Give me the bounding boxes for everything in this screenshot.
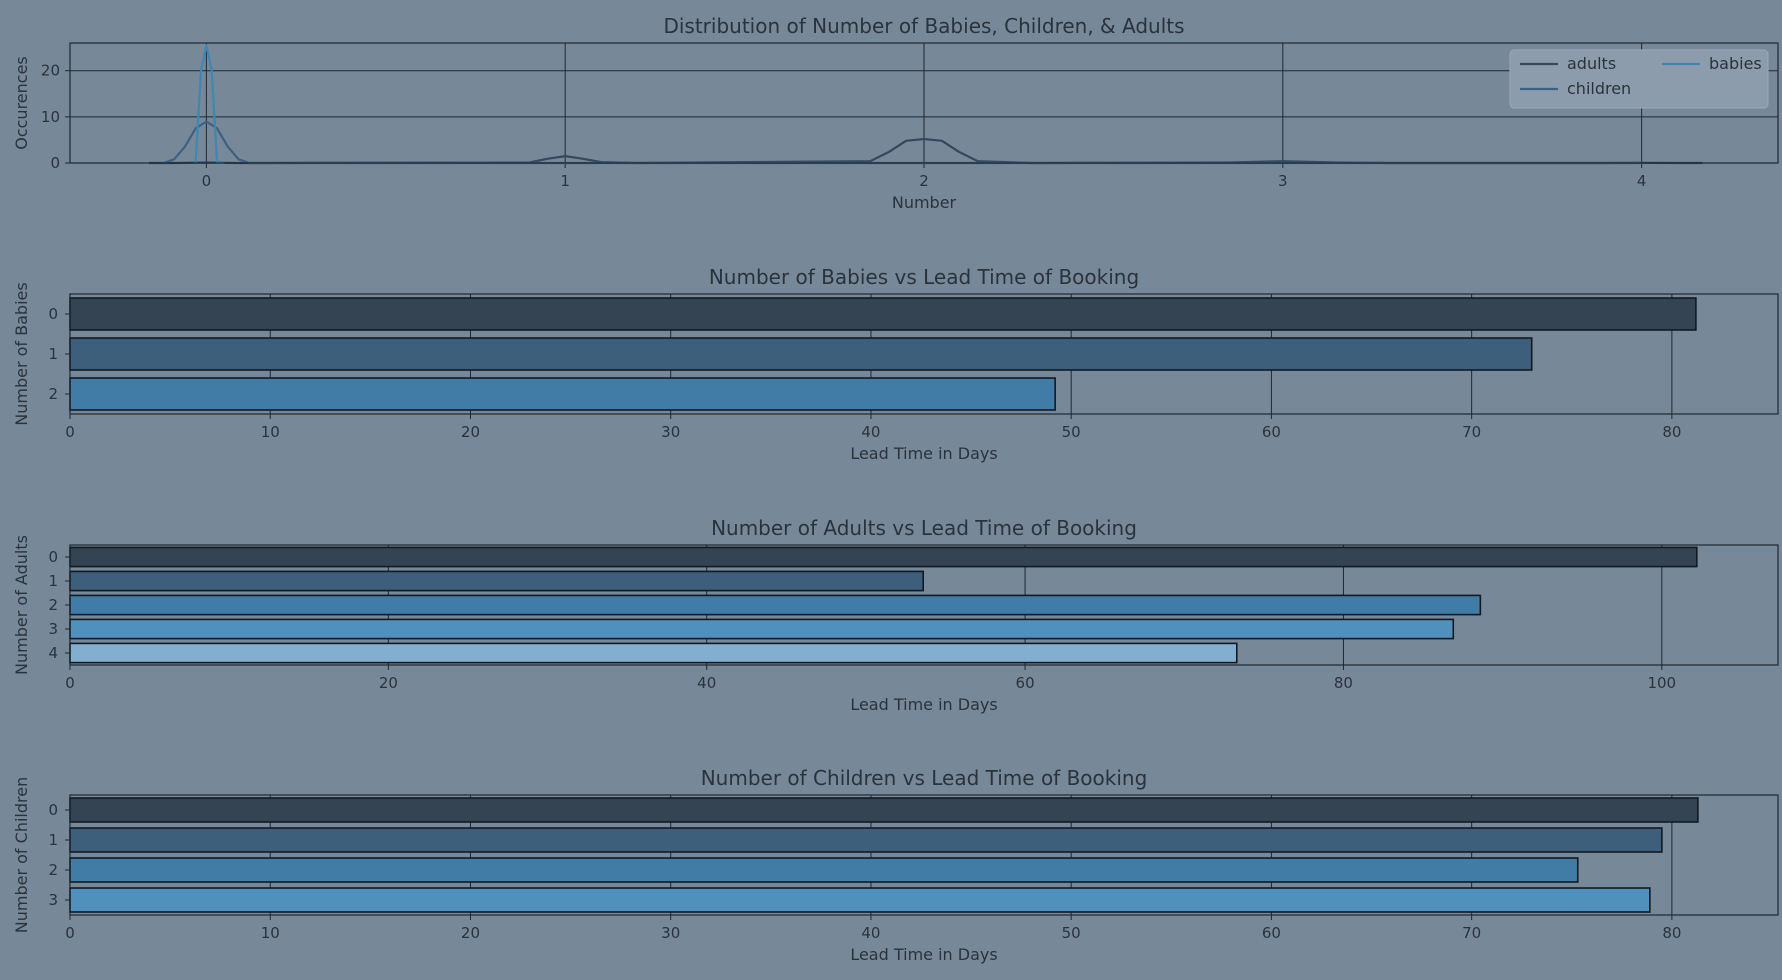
x-tick-label: 80: [1662, 924, 1681, 942]
x-tick-label: 0: [65, 423, 75, 441]
x-axis-label: Lead Time in Days: [850, 945, 997, 964]
y-tick-label: 1: [48, 572, 58, 590]
chart-title: Number of Children vs Lead Time of Booki…: [701, 766, 1148, 790]
y-tick-label: 10: [41, 108, 60, 126]
legend-label-babies: babies: [1709, 54, 1762, 73]
x-tick-label: 40: [861, 423, 880, 441]
y-axis-label: Number of Adults: [12, 535, 31, 675]
x-tick-label: 4: [1637, 172, 1647, 190]
legend-label-adults: adults: [1567, 54, 1616, 73]
x-tick-label: 20: [461, 924, 480, 942]
y-tick-label: 2: [48, 596, 58, 614]
bar-1: [69, 827, 1663, 853]
y-tick-label: 2: [48, 861, 58, 879]
x-tick-label: 100: [1647, 674, 1676, 692]
chart-title: Distribution of Number of Babies, Childr…: [663, 14, 1184, 38]
chart-title: Number of Babies vs Lead Time of Booking: [709, 265, 1139, 289]
y-tick-label: 3: [48, 891, 58, 909]
chart-children: Number of Children vs Lead Time of Booki…: [12, 766, 1779, 964]
x-tick-label: 50: [1062, 924, 1081, 942]
bar-1: [69, 570, 925, 592]
chart-adults: Number of Adults vs Lead Time of Booking…: [12, 516, 1779, 714]
x-tick-label: 0: [65, 924, 75, 942]
x-tick-label: 40: [861, 924, 880, 942]
bar-0: [69, 546, 1698, 568]
x-tick-label: 1: [560, 172, 570, 190]
plot-frame: [69, 544, 1779, 666]
chart-distribution: Distribution of Number of Babies, Childr…: [12, 14, 1779, 212]
y-axis-label: Number of Children: [12, 777, 31, 933]
chart-babies: Number of Babies vs Lead Time of Booking…: [12, 265, 1779, 463]
y-tick-label: 0: [48, 305, 58, 323]
bar-0: [69, 797, 1699, 823]
bar-3: [69, 618, 1455, 640]
legend-box: [1509, 49, 1769, 109]
x-tick-label: 10: [261, 924, 280, 942]
bar-0: [69, 297, 1697, 331]
y-tick-label: 0: [48, 548, 58, 566]
x-tick-label: 30: [661, 423, 680, 441]
y-axis-label: Number of Babies: [12, 282, 31, 425]
y-tick-label: 20: [41, 62, 60, 80]
x-tick-label: 20: [461, 423, 480, 441]
x-tick-label: 60: [1262, 924, 1281, 942]
bar-2: [69, 377, 1056, 411]
x-tick-label: 20: [379, 674, 398, 692]
x-tick-label: 70: [1462, 423, 1481, 441]
y-tick-label: 2: [48, 385, 58, 403]
x-tick-label: 60: [1262, 423, 1281, 441]
bar-1: [69, 337, 1533, 371]
plot-frame: [69, 42, 1779, 164]
x-tick-label: 40: [697, 674, 716, 692]
y-tick-label: 1: [48, 345, 58, 363]
y-tick-label: 3: [48, 620, 58, 638]
legend-label-children: children: [1567, 79, 1631, 98]
x-axis-label: Lead Time in Days: [850, 695, 997, 714]
y-tick-label: 4: [48, 644, 58, 662]
x-tick-label: 2: [919, 172, 929, 190]
bar-2: [69, 857, 1579, 883]
x-axis-label: Number: [892, 193, 957, 212]
legend: adults children babies: [1509, 49, 1769, 109]
x-tick-label: 80: [1334, 674, 1353, 692]
x-tick-label: 0: [65, 674, 75, 692]
x-tick-label: 60: [1016, 674, 1035, 692]
plot-frame: [69, 794, 1779, 916]
x-axis-label: Lead Time in Days: [850, 444, 997, 463]
x-tick-label: 0: [202, 172, 212, 190]
plot-frame: [69, 293, 1779, 415]
y-axis-label: Occurences: [12, 56, 31, 150]
chart-title: Number of Adults vs Lead Time of Booking: [711, 516, 1137, 540]
bar-3: [69, 887, 1651, 913]
x-tick-label: 50: [1062, 423, 1081, 441]
y-tick-label: 1: [48, 831, 58, 849]
x-tick-label: 30: [661, 924, 680, 942]
bar-4: [69, 642, 1238, 664]
x-tick-label: 70: [1462, 924, 1481, 942]
y-tick-label: 0: [50, 154, 60, 172]
x-tick-label: 3: [1278, 172, 1288, 190]
x-tick-label: 80: [1662, 423, 1681, 441]
y-tick-label: 0: [48, 801, 58, 819]
x-tick-label: 10: [261, 423, 280, 441]
bar-2: [69, 594, 1482, 616]
